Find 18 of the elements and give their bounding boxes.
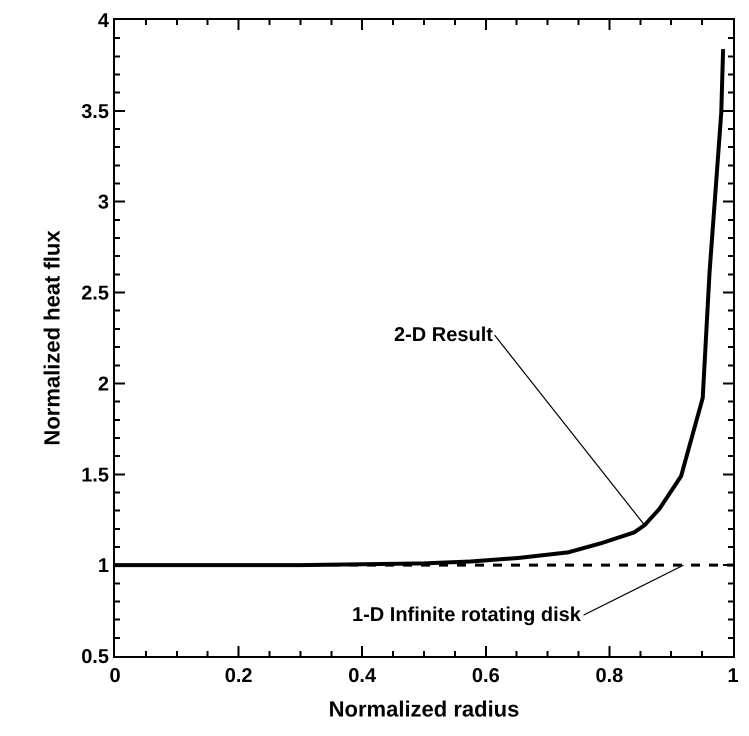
y-tick-label: 3.5 xyxy=(81,100,109,123)
y-tick-label: 2.5 xyxy=(81,282,109,305)
x-tick-label: 0.8 xyxy=(595,665,624,687)
y-tick-label: 3 xyxy=(98,192,109,214)
x-tick-label: 0.4 xyxy=(348,665,377,687)
y-tick-label: 0.5 xyxy=(81,646,109,668)
y-tick-label: 1 xyxy=(98,555,109,578)
y-tick-label: 4 xyxy=(98,10,110,32)
x-tick-label: 0 xyxy=(109,665,121,687)
y-axis-title: Normalized heat flux xyxy=(39,230,64,446)
x-tick-label: 0.2 xyxy=(224,665,253,687)
y-tick-label: 1.5 xyxy=(81,464,109,486)
y-tick-label: 2 xyxy=(98,373,109,396)
x-tick-label: 1 xyxy=(727,665,739,687)
x-tick-label: 0.6 xyxy=(472,665,500,687)
annotation: 2-D Result xyxy=(394,324,494,346)
annotation: 1-D Infinite rotating disk xyxy=(352,604,582,626)
x-axis-title: Normalized radius xyxy=(328,696,520,722)
